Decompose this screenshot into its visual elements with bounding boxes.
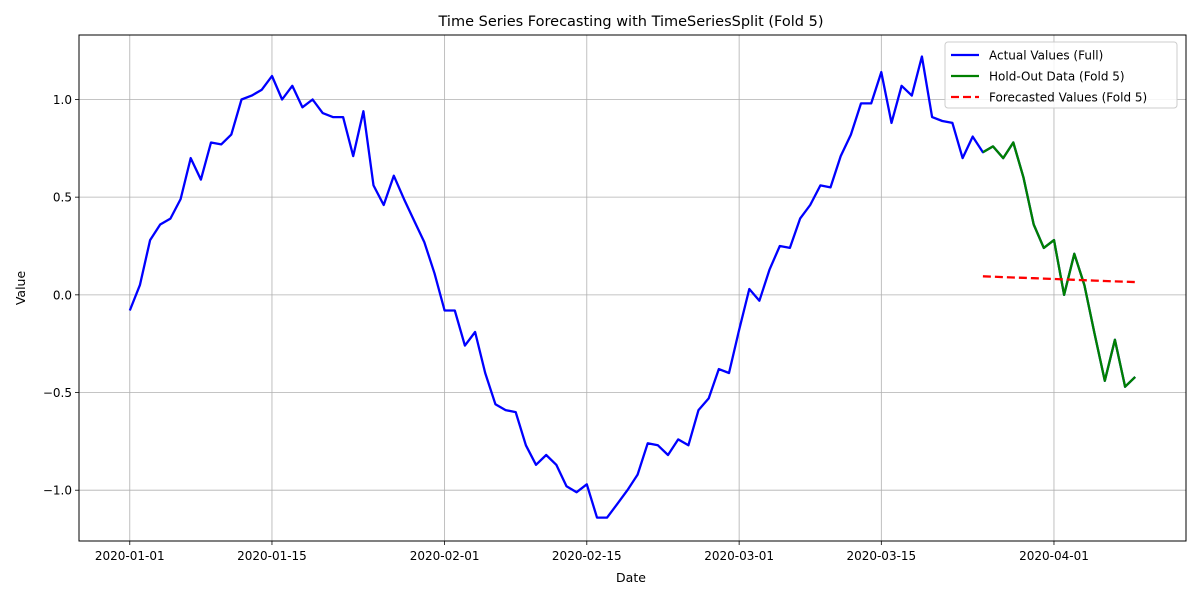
y-tick-label: −0.5	[43, 386, 72, 400]
y-axis: −1.0 −0.5 0.0 0.5 1.0	[43, 93, 79, 498]
grid	[79, 35, 1186, 541]
x-tick-label: 2020-02-01	[410, 549, 480, 563]
series-line-2	[982, 141, 1137, 388]
x-axis-label: Date	[616, 570, 646, 585]
x-tick-label: 2020-01-15	[237, 549, 307, 563]
x-tick-label: 2020-03-01	[704, 549, 774, 563]
x-tick-label: 2020-02-15	[552, 549, 622, 563]
y-axis-label: Value	[13, 271, 28, 306]
x-tick-label: 2020-03-15	[846, 549, 916, 563]
x-tick-label: 2020-04-01	[1019, 549, 1089, 563]
legend-label: Forecasted Values (Fold 5)	[989, 91, 1147, 105]
legend: Actual Values (Full) Hold-Out Data (Fold …	[944, 41, 1178, 109]
legend-label: Hold-Out Data (Fold 5)	[989, 70, 1125, 84]
y-tick-label: 0.0	[53, 288, 72, 302]
legend-box	[944, 41, 1178, 109]
series-line-1	[128, 55, 1137, 519]
series-group	[128, 55, 1137, 519]
chart-title: Time Series Forecasting with TimeSeriesS…	[438, 14, 824, 30]
legend-label: Actual Values (Full)	[989, 49, 1103, 63]
y-tick-label: −1.0	[43, 484, 72, 498]
x-tick-label: 2020-01-01	[95, 549, 165, 563]
plot-frame	[78, 34, 1187, 542]
y-tick-label: 0.5	[53, 191, 72, 205]
y-tick-label: 1.0	[53, 93, 72, 107]
x-axis: 2020-01-01 2020-01-15 2020-02-01 2020-02-15…	[95, 541, 1089, 563]
series-line-3	[982, 275, 1136, 284]
